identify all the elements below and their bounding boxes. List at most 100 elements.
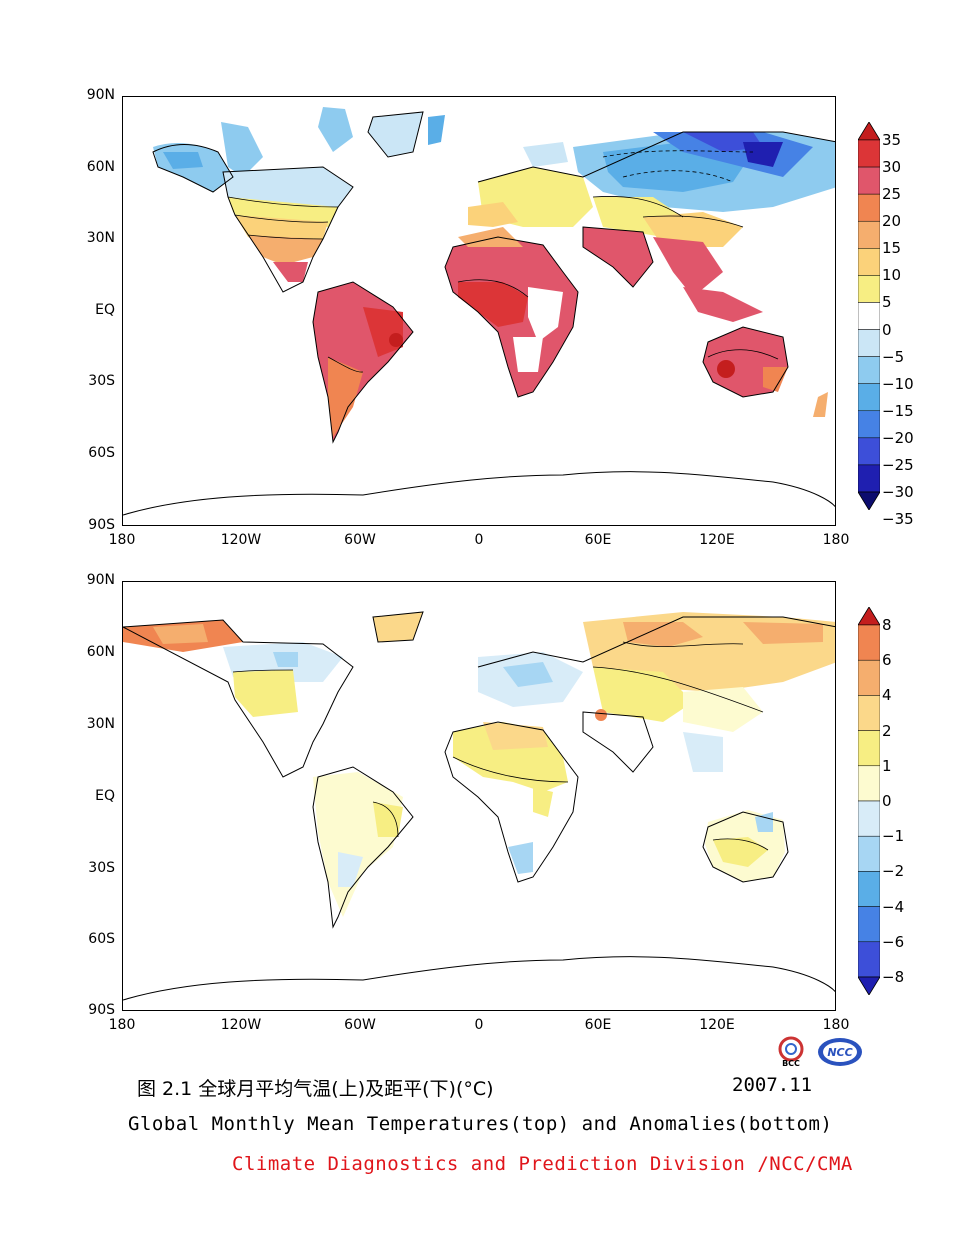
- temperature-map-canvas: [123, 107, 835, 516]
- figure-title-english: Global Monthly Mean Temperatures(top) an…: [128, 1113, 833, 1135]
- svg-text:NCC: NCC: [827, 1046, 852, 1059]
- x-tick-label: 120W: [220, 1017, 262, 1033]
- x-tick-label: 0: [474, 1017, 484, 1033]
- colorbar-cell: [858, 139, 880, 168]
- y-tick-label: 60S: [88, 445, 115, 461]
- colorbar-cell: [858, 659, 880, 696]
- colorbar-cell: [858, 356, 880, 384]
- y-tick-label: 30S: [88, 860, 115, 876]
- x-tick-label: 120E: [699, 532, 735, 548]
- y-tick-label: 60N: [86, 159, 115, 175]
- colorbar-tick-label: −4: [882, 897, 905, 916]
- x-tick-label: 60E: [584, 532, 612, 548]
- anomaly-fill: [123, 612, 835, 917]
- colorbar-cap-bottom: [858, 976, 880, 995]
- y-tick-label: 30N: [86, 230, 115, 246]
- svg-text:BCC: BCC: [782, 1059, 800, 1068]
- bcc-logo: BCC: [778, 1036, 804, 1068]
- colorbar-tick-label: 25: [882, 185, 902, 204]
- colorbar-cap-bottom: [858, 491, 880, 510]
- y-tick-label: 30S: [88, 373, 115, 389]
- colorbar-tick-label: −2: [882, 862, 905, 881]
- y-tick-label: 90N: [86, 87, 115, 103]
- y-tick-label: 90S: [88, 1002, 115, 1018]
- colorbar-cell: [858, 871, 880, 907]
- colorbar-tick-label: −25: [882, 455, 914, 474]
- colorbar-tick-label: 35: [882, 131, 902, 149]
- colorbar-tick-label: −35: [882, 510, 914, 529]
- colorbar-tick-label: −20: [882, 428, 914, 447]
- colorbar-tick-label: −15: [882, 401, 914, 420]
- y-tick-label: 60S: [88, 931, 115, 947]
- colorbar-tick-label: 4: [882, 686, 892, 705]
- colorbar-tick-label: −5: [882, 347, 905, 366]
- x-tick-label: 60E: [584, 1017, 612, 1033]
- colorbar-cap-top: [858, 607, 880, 626]
- colorbar-tick-label: 0: [882, 792, 892, 810]
- colorbar-tick-label: 2: [882, 721, 892, 740]
- colorbar-tick-label: −6: [882, 932, 905, 951]
- colorbar-cell: [858, 275, 880, 303]
- temperature-colorbar: [858, 122, 880, 510]
- anomaly-map-canvas: [123, 611, 835, 1001]
- x-tick-label: 180: [108, 532, 136, 548]
- colorbar-tick-label: 5: [882, 293, 892, 312]
- contour-lines: [232, 641, 769, 851]
- colorbar-tick-label: −8: [882, 968, 905, 986]
- y-tick-label: 60N: [86, 644, 115, 660]
- colorbar-tick-label: 0: [882, 320, 892, 339]
- anomaly-colorbar: [858, 607, 880, 995]
- colorbar-tick-label: 20: [882, 212, 902, 231]
- y-tick-label: 90S: [88, 517, 115, 533]
- colorbar-cell: [858, 800, 880, 837]
- figure-date: 2007.11: [732, 1074, 813, 1096]
- colorbar-tick-label: 30: [882, 158, 902, 177]
- colorbar-cell: [858, 410, 880, 439]
- x-tick-label: 180: [822, 1017, 850, 1033]
- colorbar-tick-label: 6: [882, 651, 892, 670]
- colorbar-tick-label: 8: [882, 616, 892, 634]
- colorbar-tick-label: −30: [882, 483, 914, 501]
- colorbar-tick-label: −1: [882, 827, 905, 846]
- figure-title-chinese: 图 2.1 全球月平均气温(上)及距平(下)(°C): [137, 1078, 494, 1100]
- x-tick-label: 120E: [699, 1017, 735, 1033]
- y-tick-label: EQ: [95, 788, 115, 804]
- contour-lines: [227, 150, 779, 373]
- colorbar-tick-label: 10: [882, 266, 902, 285]
- colorbar-cell: [858, 383, 880, 412]
- colorbar-cell: [858, 464, 880, 493]
- x-tick-label: 180: [822, 532, 850, 548]
- colorbar-cell: [858, 193, 880, 222]
- coastlines: [123, 111, 835, 516]
- colorbar-cell: [858, 302, 880, 330]
- colorbar-cap-top: [858, 122, 880, 141]
- colorbar-cell: [858, 329, 880, 357]
- colorbar-cell: [858, 695, 880, 731]
- coastlines: [123, 611, 835, 1001]
- x-tick-label: 180: [108, 1017, 136, 1033]
- colorbar-cell: [858, 835, 880, 872]
- colorbar-cell: [858, 941, 880, 978]
- x-tick-label: 0: [474, 532, 484, 548]
- x-tick-label: 60W: [344, 532, 376, 548]
- colorbar-tick-label: 1: [882, 756, 892, 775]
- ncc-logo: NCC: [818, 1038, 862, 1066]
- temperature-fill: [153, 107, 835, 442]
- colorbar-cell: [858, 765, 880, 802]
- anomaly-map: [122, 581, 836, 1011]
- y-tick-label: EQ: [95, 302, 115, 318]
- colorbar-tick-label: −10: [882, 374, 914, 393]
- y-tick-label: 90N: [86, 572, 115, 588]
- temperature-map: [122, 96, 836, 526]
- colorbar-cell: [858, 248, 880, 276]
- colorbar-cell: [858, 624, 880, 661]
- colorbar-cell: [858, 166, 880, 195]
- colorbar-tick-label: 15: [882, 239, 902, 258]
- colorbar-cell: [858, 220, 880, 249]
- colorbar-cell: [858, 437, 880, 466]
- x-tick-label: 120W: [220, 532, 262, 548]
- x-tick-label: 60W: [344, 1017, 376, 1033]
- colorbar-cell: [858, 906, 880, 943]
- colorbar-cell: [858, 730, 880, 767]
- figure-credit: Climate Diagnostics and Prediction Divis…: [232, 1153, 853, 1175]
